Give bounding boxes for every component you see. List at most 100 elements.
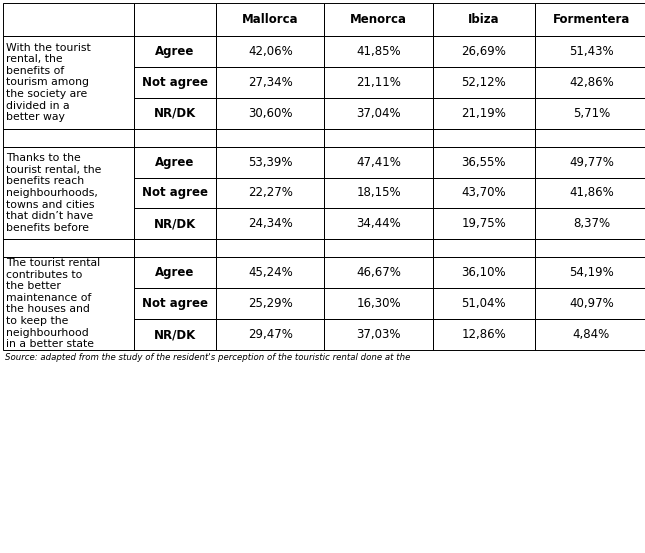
Bar xyxy=(433,319,535,350)
Bar xyxy=(216,3,324,36)
Bar xyxy=(535,319,645,350)
Text: 37,03%: 37,03% xyxy=(357,328,401,341)
Bar xyxy=(324,208,433,239)
Text: 34,44%: 34,44% xyxy=(356,217,401,231)
Bar xyxy=(134,178,216,208)
Bar xyxy=(433,3,535,36)
Text: 21,11%: 21,11% xyxy=(356,76,401,89)
Bar xyxy=(324,36,433,67)
Bar xyxy=(134,288,216,319)
Bar xyxy=(216,319,324,350)
Bar xyxy=(433,36,535,67)
Text: Menorca: Menorca xyxy=(350,13,407,26)
Text: Not agree: Not agree xyxy=(142,186,208,200)
Bar xyxy=(134,319,216,350)
Bar xyxy=(216,208,324,239)
Text: 41,85%: 41,85% xyxy=(356,45,401,58)
Text: Formentera: Formentera xyxy=(553,13,630,26)
Bar xyxy=(324,239,433,257)
Text: Not agree: Not agree xyxy=(142,76,208,89)
Text: 51,04%: 51,04% xyxy=(461,297,506,310)
Bar xyxy=(535,98,645,129)
Bar xyxy=(216,129,324,147)
Text: 16,30%: 16,30% xyxy=(356,297,401,310)
Bar xyxy=(535,208,645,239)
Text: 5,71%: 5,71% xyxy=(573,107,610,120)
Bar xyxy=(216,36,324,67)
Bar xyxy=(3,3,134,36)
Bar xyxy=(216,67,324,98)
Text: 26,69%: 26,69% xyxy=(461,45,506,58)
Text: 21,19%: 21,19% xyxy=(461,107,506,120)
Bar xyxy=(216,147,324,178)
Text: 42,06%: 42,06% xyxy=(248,45,293,58)
Text: 25,29%: 25,29% xyxy=(248,297,293,310)
Bar xyxy=(535,288,645,319)
Bar xyxy=(324,147,433,178)
Bar xyxy=(433,239,535,257)
Bar xyxy=(134,129,216,147)
Text: 43,70%: 43,70% xyxy=(461,186,506,200)
Text: NR/DK: NR/DK xyxy=(154,107,196,120)
Text: 36,55%: 36,55% xyxy=(462,155,506,169)
Bar xyxy=(535,36,645,67)
Bar xyxy=(216,239,324,257)
Text: Agree: Agree xyxy=(155,155,195,169)
Bar xyxy=(134,257,216,288)
Bar xyxy=(535,178,645,208)
Bar xyxy=(324,98,433,129)
Bar xyxy=(3,36,134,129)
Text: 19,75%: 19,75% xyxy=(461,217,506,231)
Text: 42,86%: 42,86% xyxy=(569,76,614,89)
Text: 18,15%: 18,15% xyxy=(356,186,401,200)
Bar xyxy=(3,129,134,147)
Text: 41,86%: 41,86% xyxy=(569,186,614,200)
Text: 24,34%: 24,34% xyxy=(248,217,293,231)
Bar xyxy=(134,36,216,67)
Bar xyxy=(134,98,216,129)
Bar xyxy=(535,147,645,178)
Bar xyxy=(535,129,645,147)
Text: Mallorca: Mallorca xyxy=(242,13,299,26)
Bar xyxy=(433,67,535,98)
Text: 29,47%: 29,47% xyxy=(248,328,293,341)
Text: 54,19%: 54,19% xyxy=(569,266,614,279)
Text: 51,43%: 51,43% xyxy=(569,45,614,58)
Text: 37,04%: 37,04% xyxy=(356,107,401,120)
Text: Source: adapted from the study of the resident's perception of the touristic ren: Source: adapted from the study of the re… xyxy=(5,353,410,362)
Bar xyxy=(535,67,645,98)
Bar xyxy=(535,3,645,36)
Text: 40,97%: 40,97% xyxy=(569,297,614,310)
Bar xyxy=(433,288,535,319)
Bar xyxy=(216,178,324,208)
Bar xyxy=(216,257,324,288)
Bar xyxy=(433,98,535,129)
Bar xyxy=(433,147,535,178)
Bar xyxy=(324,3,433,36)
Bar xyxy=(324,319,433,350)
Bar xyxy=(433,178,535,208)
Text: Thanks to the
tourist rental, the
benefits reach
neighbourhoods,
towns and citie: Thanks to the tourist rental, the benefi… xyxy=(6,153,102,233)
Text: 45,24%: 45,24% xyxy=(248,266,293,279)
Text: 27,34%: 27,34% xyxy=(248,76,293,89)
Text: 36,10%: 36,10% xyxy=(461,266,506,279)
Bar xyxy=(433,129,535,147)
Bar xyxy=(134,239,216,257)
Bar xyxy=(433,257,535,288)
Text: NR/DK: NR/DK xyxy=(154,328,196,341)
Text: Agree: Agree xyxy=(155,45,195,58)
Text: 49,77%: 49,77% xyxy=(569,155,614,169)
Bar xyxy=(324,67,433,98)
Text: 4,84%: 4,84% xyxy=(573,328,610,341)
Bar xyxy=(3,239,134,257)
Bar xyxy=(324,129,433,147)
Bar xyxy=(324,178,433,208)
Text: Ibiza: Ibiza xyxy=(468,13,500,26)
Bar xyxy=(324,288,433,319)
Text: 22,27%: 22,27% xyxy=(248,186,293,200)
Bar xyxy=(535,239,645,257)
Text: Not agree: Not agree xyxy=(142,297,208,310)
Text: With the tourist
rental, the
benefits of
tourism among
the society are
divided i: With the tourist rental, the benefits of… xyxy=(6,43,91,122)
Text: 46,67%: 46,67% xyxy=(356,266,401,279)
Bar xyxy=(134,3,216,36)
